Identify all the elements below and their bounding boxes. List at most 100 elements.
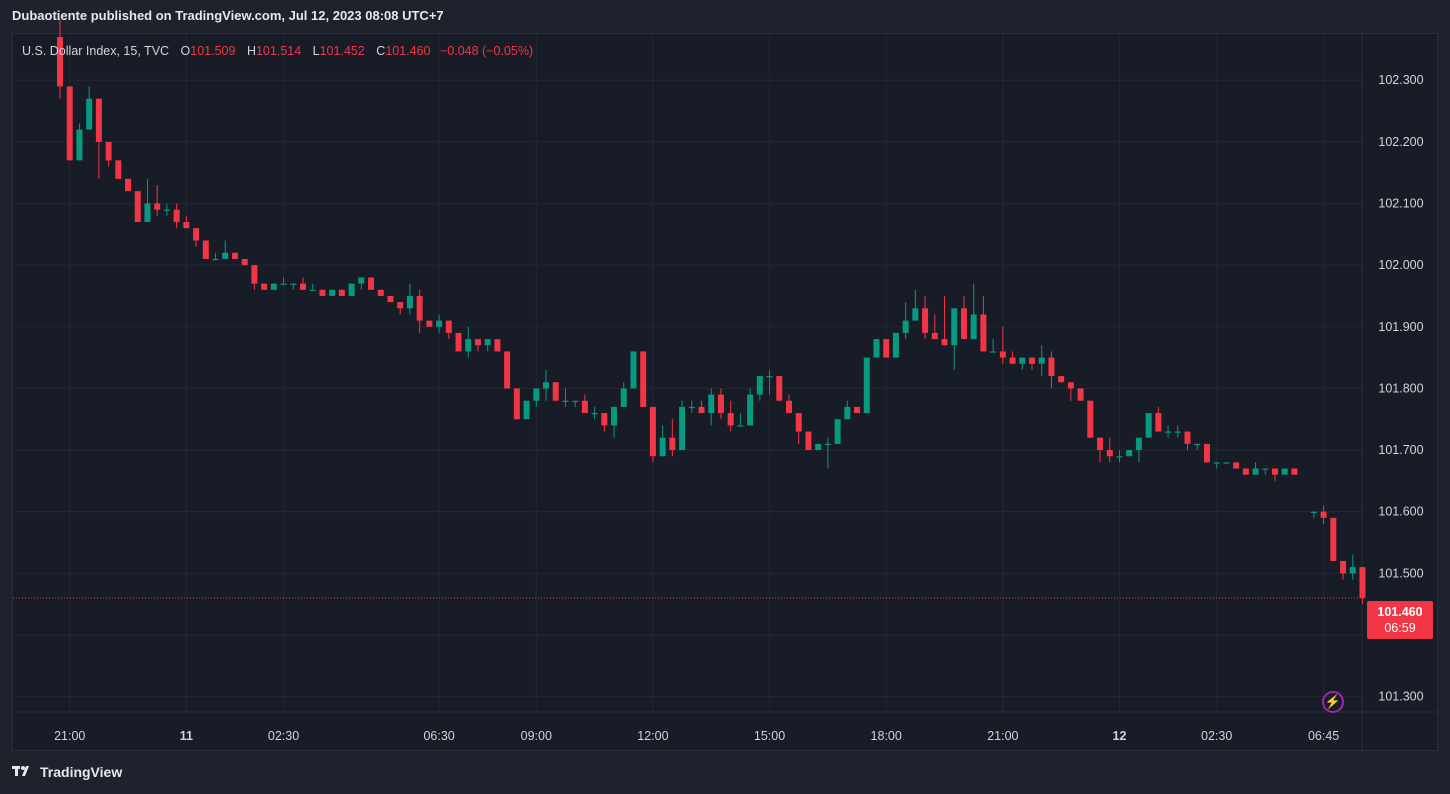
lightning-icon[interactable]: ⚡: [1322, 691, 1344, 713]
candle-body: [1038, 357, 1045, 364]
x-tick-label: 09:00: [521, 729, 552, 743]
symbol-label[interactable]: U.S. Dollar Index, 15, TVC: [22, 44, 170, 58]
candle-body: [368, 277, 375, 290]
candle-body: [951, 308, 958, 346]
candle-body: [358, 277, 365, 284]
candle-body: [708, 394, 715, 414]
candle-body: [1029, 357, 1035, 364]
candle-body: [504, 351, 511, 389]
candle-body: [86, 98, 93, 130]
change-value: −0.048 (−0.05%): [439, 44, 534, 58]
candle-body: [125, 178, 132, 192]
candle-body: [834, 419, 841, 444]
candle-body: [397, 302, 404, 309]
candle-body: [611, 406, 618, 426]
candle-body: [212, 258, 219, 261]
candle-body: [912, 308, 919, 321]
x-tick-label: 12:00: [637, 729, 668, 743]
candle-body: [902, 320, 909, 333]
candle-body: [1174, 431, 1181, 433]
candle-body: [999, 351, 1006, 358]
candle-body: [115, 160, 122, 179]
x-tick-label: 15:00: [754, 729, 785, 743]
candle-body: [892, 332, 899, 358]
candle-body: [202, 240, 209, 259]
candle-body: [1097, 437, 1104, 451]
x-tick-label: 02:30: [268, 729, 299, 743]
candle-body: [649, 406, 656, 457]
candle-body: [1233, 462, 1240, 469]
candle-body: [1165, 431, 1172, 433]
candle-body: [76, 129, 83, 161]
candle-body: [436, 320, 443, 327]
candle-body: [465, 339, 472, 352]
candle-body: [854, 406, 861, 414]
candle-body: [377, 289, 384, 296]
candle-body: [1349, 567, 1356, 574]
candle-body: [1320, 511, 1327, 518]
footer-brand: TradingView: [12, 764, 122, 780]
candle-body: [737, 425, 744, 427]
x-tick-label: 02:30: [1201, 729, 1232, 743]
candle-body: [338, 289, 345, 296]
candle-body: [1310, 511, 1317, 513]
candle-body: [1184, 431, 1191, 444]
candle-body: [1252, 468, 1259, 475]
candle-body: [183, 221, 190, 229]
candle-body: [290, 283, 297, 285]
candle-body: [1242, 468, 1249, 475]
x-tick-label: 06:45: [1308, 729, 1339, 743]
candle-body: [494, 339, 501, 352]
x-tick-label: 21:00: [987, 729, 1018, 743]
candle-body: [698, 406, 705, 414]
candle-body: [231, 252, 238, 259]
x-tick-label: 12: [1113, 729, 1127, 743]
candle-body: [1126, 450, 1133, 457]
candle-body: [1019, 357, 1026, 364]
candle-body: [659, 437, 666, 457]
candle-body: [931, 332, 938, 340]
candle-body: [572, 400, 579, 402]
candle-body: [251, 265, 258, 284]
x-tick-label: 21:00: [54, 729, 85, 743]
y-tick-label: 101.500: [1378, 566, 1423, 580]
high-label: H: [246, 44, 256, 58]
candle-body: [620, 388, 627, 407]
low-label: L: [312, 44, 320, 58]
candle-body: [1116, 456, 1123, 458]
candle-body: [873, 339, 880, 358]
y-tick-label: 101.600: [1378, 505, 1423, 519]
y-tick-label: 101.300: [1378, 690, 1423, 704]
chart-panel[interactable]: [12, 33, 1438, 751]
candle-body: [941, 339, 948, 346]
candle-body: [863, 357, 870, 414]
open-label: O: [180, 44, 191, 58]
candle-body: [513, 388, 520, 420]
open-value: 101.509: [190, 44, 236, 58]
candle-body: [1213, 462, 1220, 464]
candle-body: [1359, 567, 1366, 598]
candle-body: [241, 258, 248, 266]
close-label: C: [376, 44, 386, 58]
candle-body: [786, 400, 792, 414]
candle-body: [601, 413, 608, 426]
candle-body: [416, 295, 423, 321]
y-tick-label: 101.800: [1378, 381, 1423, 395]
low-value: 101.452: [319, 44, 365, 58]
candle-body: [960, 308, 967, 340]
candle-body: [1087, 400, 1094, 438]
candle-body: [815, 443, 822, 451]
candle-body: [95, 98, 102, 142]
candle-body: [970, 314, 977, 340]
tradingview-logo-icon: [12, 764, 34, 780]
candle-body: [387, 295, 394, 303]
bar-countdown: 06:59: [1384, 621, 1416, 635]
candle-body: [66, 86, 73, 161]
candle-body: [222, 252, 229, 259]
candle-body: [679, 406, 686, 451]
candle-body: [445, 320, 452, 333]
candle-body: [1281, 468, 1288, 475]
candle-body: [533, 388, 540, 401]
candle-body: [824, 443, 831, 446]
